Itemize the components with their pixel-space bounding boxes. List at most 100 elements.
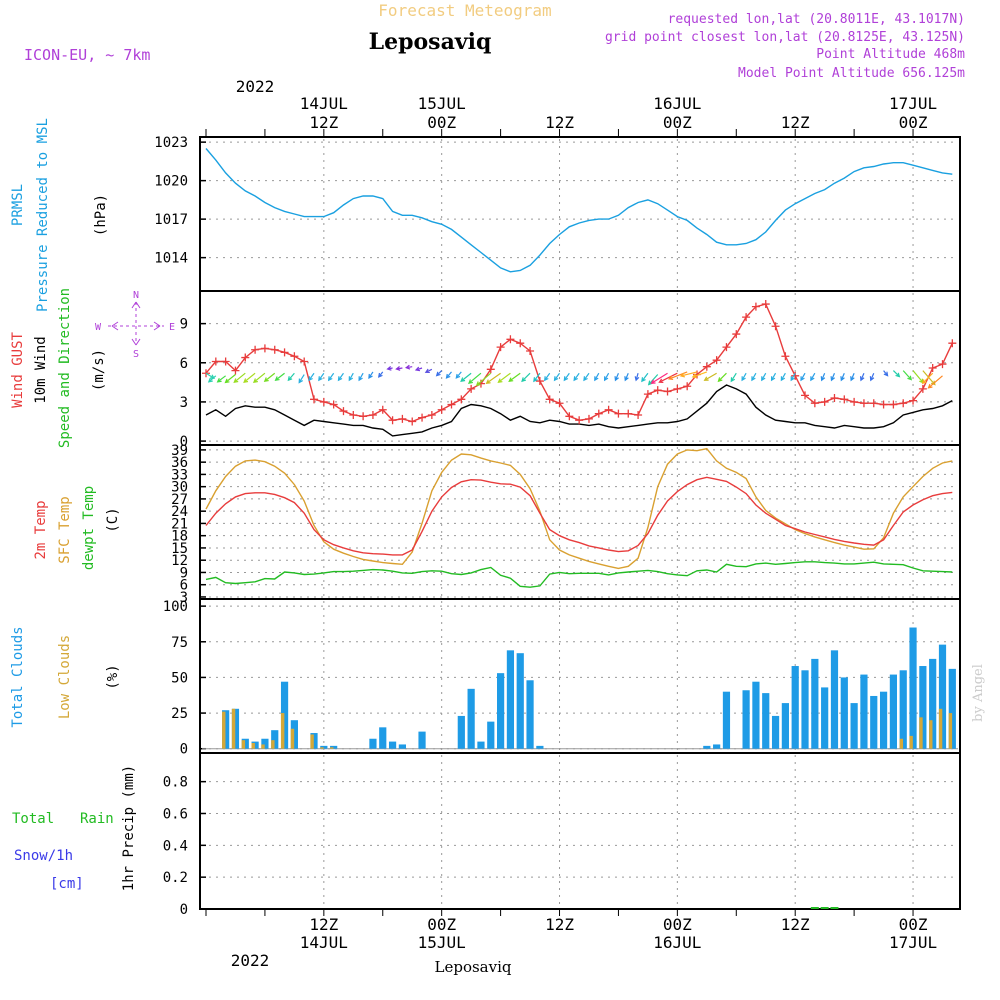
wind-direction-arrow <box>368 371 374 379</box>
wind-direction-arrow <box>348 372 354 382</box>
total-cloud-bar <box>742 690 750 749</box>
ytick-label: 24 <box>171 504 188 520</box>
low-cloud-bar <box>899 738 904 749</box>
wind-gust-marker <box>280 348 289 357</box>
compass-s: S <box>133 349 139 360</box>
wind-gust-marker <box>290 352 299 361</box>
label-cm: [cm] <box>50 876 84 892</box>
low-cloud-bar <box>320 747 324 749</box>
wind-direction-arrow <box>435 370 443 377</box>
wind-gust-marker <box>457 395 466 404</box>
temperature-panel <box>199 444 961 600</box>
wind-gust-marker <box>427 410 436 419</box>
wind-gust-marker <box>388 416 397 425</box>
wind-gust-marker <box>202 369 210 378</box>
wind-direction-arrow <box>912 370 924 384</box>
wind-direction-arrow <box>921 372 934 385</box>
wind-direction-arrow <box>650 372 668 384</box>
low-cloud-bar <box>231 708 236 749</box>
wind-gust-marker <box>486 365 495 374</box>
low-cloud-bar <box>261 744 265 749</box>
wind-gust-marker <box>398 414 407 423</box>
wind-direction-arrow <box>624 372 629 382</box>
total-cloud-bar <box>830 650 839 749</box>
label-snow: Snow/1h <box>14 848 73 864</box>
top-hour-label: 12Z <box>309 113 338 132</box>
total-cloud-bar <box>506 650 515 749</box>
wind-direction-arrow <box>533 372 541 383</box>
wind-gust-marker <box>673 384 682 393</box>
wind-direction-arrow <box>790 372 796 382</box>
wind-direction-arrow <box>770 372 777 382</box>
low-cloud-bar <box>280 713 285 749</box>
total-cloud-bar <box>388 741 397 749</box>
wind-gust-marker <box>319 397 328 406</box>
ytick-label: 3 <box>180 395 188 411</box>
total-cloud-bar <box>241 738 249 749</box>
ytick-label: 0.2 <box>163 870 188 886</box>
wind-direction-arrow <box>927 375 943 389</box>
wind-direction-arrow <box>741 372 747 382</box>
wind-direction-arrow <box>414 366 423 372</box>
wind-direction-arrow <box>508 372 521 382</box>
wind-direction-arrow <box>703 372 717 381</box>
wind-gust-marker <box>624 409 633 418</box>
total-cloud-bar <box>840 677 848 749</box>
wind-gust-marker <box>378 405 387 414</box>
top-hour-label: 12Z <box>781 113 810 132</box>
wind-direction-arrow <box>850 372 855 382</box>
wind-gust-marker <box>712 356 721 365</box>
wind-direction-arrow <box>424 368 433 374</box>
wind-direction-arrow <box>263 372 276 383</box>
ytick-label: 15 <box>171 541 188 557</box>
top-day-label: 16JUL <box>653 94 701 113</box>
pressure-panel <box>199 136 961 292</box>
wind-gust-marker <box>899 399 908 408</box>
total-cloud-bar <box>870 695 878 749</box>
point-altitude: Point Altitude 468m <box>816 47 965 62</box>
wind-direction-arrow <box>287 372 295 382</box>
footer-location: Leposaviq <box>435 958 512 976</box>
wind-gust-marker <box>447 400 456 409</box>
ytick-label: 0.6 <box>163 806 188 822</box>
total-cloud-bar <box>280 681 289 749</box>
total-cloud-bar <box>330 745 338 749</box>
label-wind-gust: Wind GUST <box>10 332 26 408</box>
wind-gust-marker <box>221 357 230 366</box>
total-cloud-bar <box>310 733 318 749</box>
wind-gust-marker <box>575 416 584 425</box>
wind-direction-arrow <box>445 371 452 379</box>
ytick-label: 21 <box>171 516 188 532</box>
precip-panel <box>199 752 961 910</box>
low-cloud-bar <box>938 708 943 749</box>
total-cloud-bar <box>713 744 721 749</box>
credit-label: by Angel <box>971 664 986 722</box>
wind-direction-arrow <box>318 372 325 382</box>
label-pressure-msl: Pressure Reduced to MSL <box>35 118 51 312</box>
total-cloud-bar <box>526 680 534 749</box>
wind-direction-arrow <box>308 372 315 382</box>
total-cloud-bar <box>860 674 868 749</box>
total-cloud-bar <box>948 668 956 749</box>
wind-gust-marker <box>820 397 829 406</box>
wind-direction-arrow <box>583 372 590 382</box>
low-cloud-bar <box>222 711 226 749</box>
label-hpa: (hPa) <box>93 194 109 236</box>
top-year-label: 2022 <box>236 77 275 96</box>
ytick-label: 0.8 <box>163 775 188 791</box>
wind-gust-marker <box>260 344 269 353</box>
total-cloud-bar <box>379 727 387 749</box>
low-cloud-bar <box>310 734 314 749</box>
wind-direction-arrow <box>553 372 561 382</box>
top-hour-label: 00Z <box>663 113 692 132</box>
wind-direction-arrow <box>603 372 610 382</box>
bottom-hour-label: 00Z <box>663 915 692 934</box>
wind-direction-arrow <box>337 372 344 382</box>
total-cloud-bar <box>791 666 799 749</box>
model-label: ICON-EU, ~ 7km <box>24 46 150 64</box>
total-cloud-bar <box>398 744 406 749</box>
wind-gust-marker <box>643 390 652 399</box>
compass-w: W <box>95 322 102 333</box>
total-cloud-bar <box>781 703 789 749</box>
